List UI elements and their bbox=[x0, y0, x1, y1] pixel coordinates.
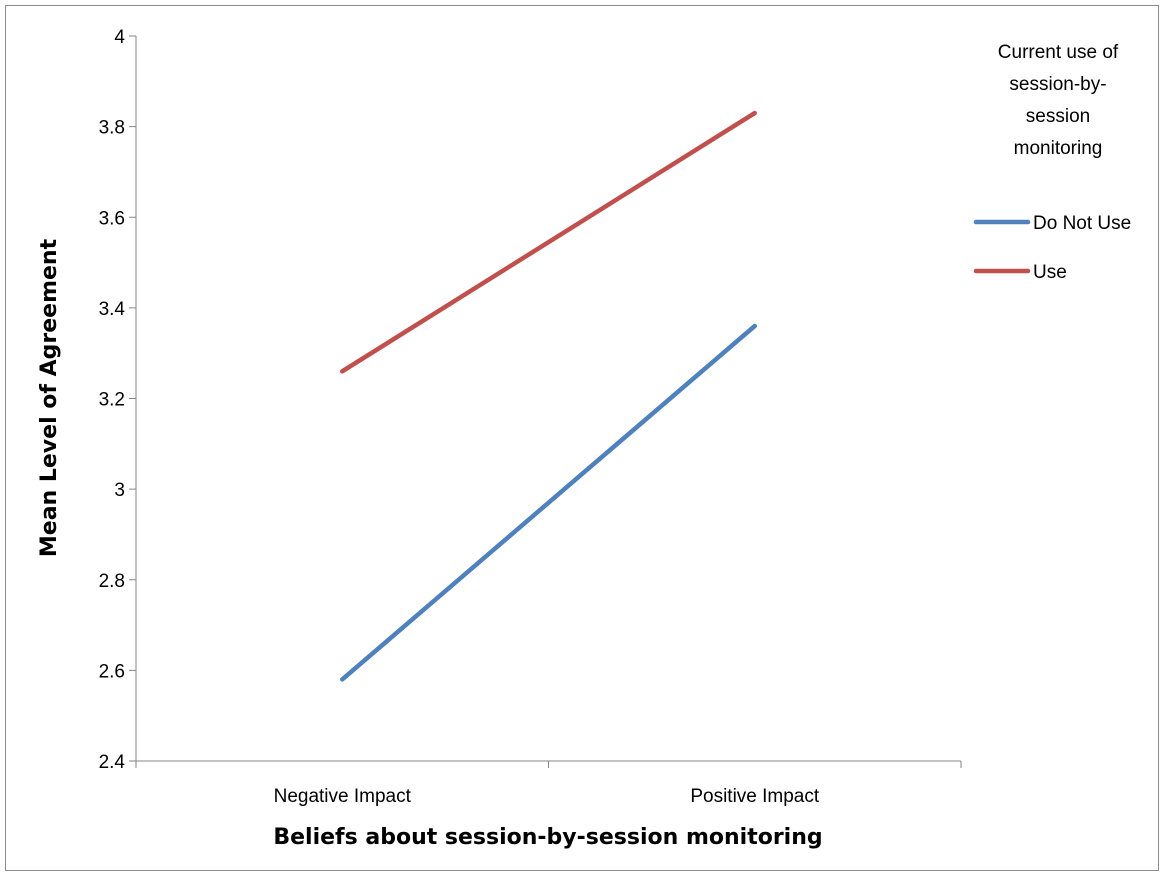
y-axis-title: Mean Level of Agreement bbox=[37, 238, 62, 557]
y-tick-label: 3 bbox=[114, 480, 125, 501]
legend-title-line: monitoring bbox=[1014, 138, 1103, 159]
y-tick-label: 3.4 bbox=[99, 299, 126, 320]
chart-series bbox=[340, 110, 757, 682]
legend-label: Do Not Use bbox=[1033, 213, 1131, 234]
legend-label: Use bbox=[1033, 262, 1067, 283]
chart-frame bbox=[5, 5, 1159, 871]
y-tick-label: 2.8 bbox=[99, 571, 125, 592]
legend-title-line: session-by- bbox=[1009, 74, 1106, 95]
y-tick-label: 4 bbox=[114, 27, 125, 48]
x-axis-ticks: Negative Impact Positive Impact bbox=[135, 761, 962, 807]
legend-title-line: session bbox=[1026, 106, 1090, 127]
x-tick-label: Positive Impact bbox=[690, 786, 820, 807]
y-tick-label: 3.6 bbox=[99, 208, 125, 229]
chart-axes bbox=[135, 36, 961, 762]
x-tick-label: Negative Impact bbox=[274, 786, 412, 807]
x-axis-title: Beliefs about session-by-session monitor… bbox=[273, 825, 822, 850]
legend-title-line: Current use of bbox=[998, 42, 1119, 63]
series-line bbox=[340, 110, 757, 374]
series-line bbox=[340, 323, 757, 682]
y-tick-label: 2.4 bbox=[99, 752, 126, 773]
chart-legend: Current use of session-by-session monitori… bbox=[973, 42, 1131, 283]
y-tick-label: 2.6 bbox=[99, 661, 125, 682]
y-tick-label: 3.2 bbox=[99, 390, 125, 411]
y-tick-label: 3.8 bbox=[99, 118, 125, 139]
y-axis-ticks: 2.4 2.6 2.8 3 3.2 3.4 3.6 3.8 4 bbox=[99, 27, 136, 773]
